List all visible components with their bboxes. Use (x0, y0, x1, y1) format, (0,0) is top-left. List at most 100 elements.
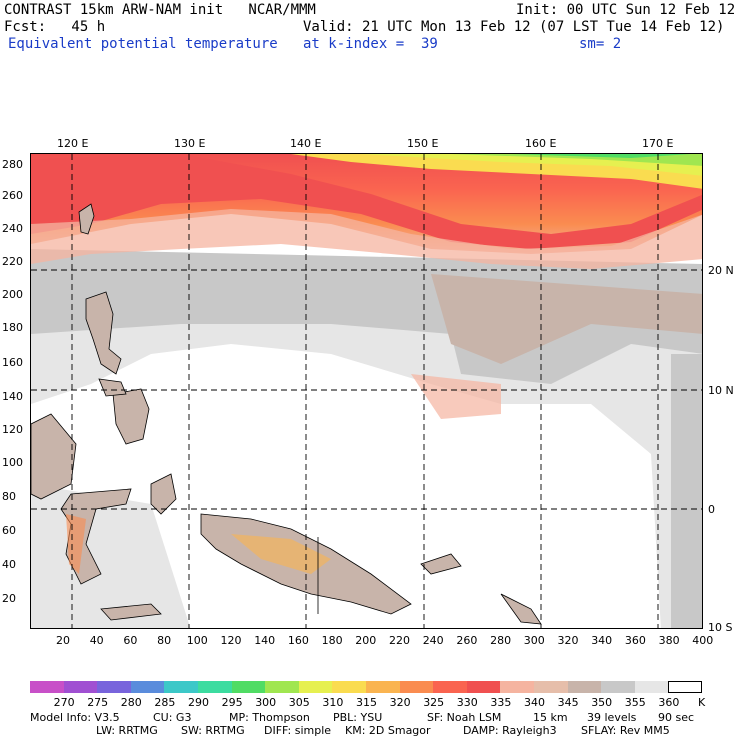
colorbar-label: 275 (87, 696, 109, 709)
colorbar-swatch (634, 681, 669, 693)
x-grid-label: 60 (123, 634, 138, 647)
footer-sflay: SFLAY: Rev MM5 (581, 724, 670, 737)
footer-pbl: PBL: YSU (333, 711, 383, 724)
colorbar-label: 300 (255, 696, 277, 709)
colorbar-label: 345 (557, 696, 579, 709)
colorbar-swatch (500, 681, 535, 693)
footer-timestep: 90 sec (658, 711, 695, 724)
timor-island (100, 603, 162, 621)
footer-levels: 39 levels (587, 711, 637, 724)
y-grid-label: 280 (2, 158, 23, 171)
colorbar-swatch (534, 681, 569, 693)
y-grid-label: 140 (2, 390, 23, 403)
colorbar-label: 350 (591, 696, 613, 709)
level-info: at k-index = 39 (303, 36, 438, 52)
colorbar-label: 315 (356, 696, 377, 709)
colorbar-swatch (164, 681, 199, 693)
x-grid-label: 340 (591, 634, 613, 647)
valid-time: Valid: 21 UTC Mon 13 Feb 12 (07 LST Tue … (303, 19, 725, 35)
lon-label-120e: 120 E (57, 137, 89, 150)
colorbar-label: 320 (389, 696, 411, 709)
colorbar-swatch (63, 681, 98, 693)
footer-diff: DIFF: simple (264, 724, 332, 737)
smoothing-info: sm= 2 (579, 36, 622, 52)
map-svg (31, 154, 702, 628)
y-grid-label: 180 (2, 321, 23, 334)
lat-lon-grid (31, 154, 702, 628)
footer-lw: LW: RRTMG (96, 724, 158, 737)
field-295-north (511, 154, 691, 158)
init-time: Init: 00 UTC Sun 12 Feb 12 (516, 2, 736, 18)
colorbar-label: 295 (221, 696, 243, 709)
colorbar-label: 325 (423, 696, 445, 709)
y-grid-label: 100 (2, 456, 23, 469)
colorbar-swatch (332, 681, 367, 693)
colorbar-swatch (30, 681, 65, 693)
colorbar-swatch (198, 681, 233, 693)
field-330-core (31, 154, 702, 249)
lat-label-10n: 10 N (708, 384, 734, 397)
colorbar-swatch (399, 681, 434, 693)
y-grid-label: 160 (2, 356, 23, 369)
sulawesi-warm (66, 514, 86, 574)
x-grid-label: 280 (490, 634, 512, 647)
x-grid-label: 160 (287, 634, 309, 647)
x-grid-label: 40 (89, 634, 104, 647)
x-grid-label: 360 (624, 634, 646, 647)
colorbar-swatch (97, 681, 132, 693)
taiwan-island (78, 203, 95, 235)
x-grid-label: 120 (220, 634, 242, 647)
lon-label-170e: 170 E (642, 137, 674, 150)
field-340-patch (411, 374, 501, 419)
lon-label-140e: 140 E (290, 137, 322, 150)
bismarck-islands (420, 553, 462, 575)
lat-label-10s: 10 S (708, 621, 733, 634)
equivalent-potential-temperature-map (30, 153, 703, 629)
colorbar-swatch (601, 681, 636, 693)
halmahera-island (150, 473, 177, 515)
x-grid-label: 200 (355, 634, 377, 647)
lat-label-20n: 20 N (708, 264, 734, 277)
x-grid-label: 180 (321, 634, 343, 647)
colorbar-swatch (265, 681, 300, 693)
colorbar-unit: K (698, 696, 706, 709)
y-grid-label: 120 (2, 423, 23, 436)
colorbar-label: 360 (658, 696, 680, 709)
colorbar-swatch (130, 681, 165, 693)
borneo-island (31, 413, 77, 500)
forecast-hour: Fcst: 45 h (4, 19, 106, 35)
lon-label-150e: 150 E (407, 137, 439, 150)
x-grid-label: 300 (523, 634, 545, 647)
x-grid-label: 260 (456, 634, 478, 647)
colorbar-label: 310 (322, 696, 344, 709)
y-grid-label: 40 (2, 558, 16, 571)
x-grid-label: 20 (56, 634, 70, 647)
colorbar-label: 305 (288, 696, 310, 709)
footer-model-info: Model Info: V3.5 (30, 711, 120, 724)
y-grid-label: 20 (2, 592, 16, 605)
field-name: Equivalent potential temperature (8, 36, 278, 52)
y-grid-label: 200 (2, 288, 23, 301)
colorbar-swatch (668, 681, 703, 693)
y-grid-label: 80 (2, 490, 16, 503)
field-pink-north (31, 209, 702, 269)
y-grid-label: 60 (2, 524, 16, 537)
colorbar-label: 340 (524, 696, 545, 709)
colorbar-swatch (567, 681, 602, 693)
mindanao-island (112, 388, 150, 445)
field-345-band (431, 274, 702, 364)
footer-km: KM: 2D Smagor (345, 724, 431, 737)
colorbar-label: 280 (120, 696, 142, 709)
colorbar-label: 270 (53, 696, 75, 709)
colorbar-swatch (366, 681, 401, 693)
x-grid-label: 320 (557, 634, 579, 647)
colorbar-label: 355 (624, 696, 646, 709)
footer-cu: CU: G3 (153, 711, 192, 724)
y-grid-label: 220 (2, 255, 23, 268)
footer-damp: DAMP: Rayleigh3 (463, 724, 557, 737)
header-title: CONTRAST 15km ARW-NAM init NCAR/MMM (4, 2, 316, 18)
lat-label-0: 0 (708, 503, 715, 516)
field-350-east (671, 354, 702, 628)
colorbar-label: 290 (188, 696, 209, 709)
colorbar-swatch (231, 681, 266, 693)
